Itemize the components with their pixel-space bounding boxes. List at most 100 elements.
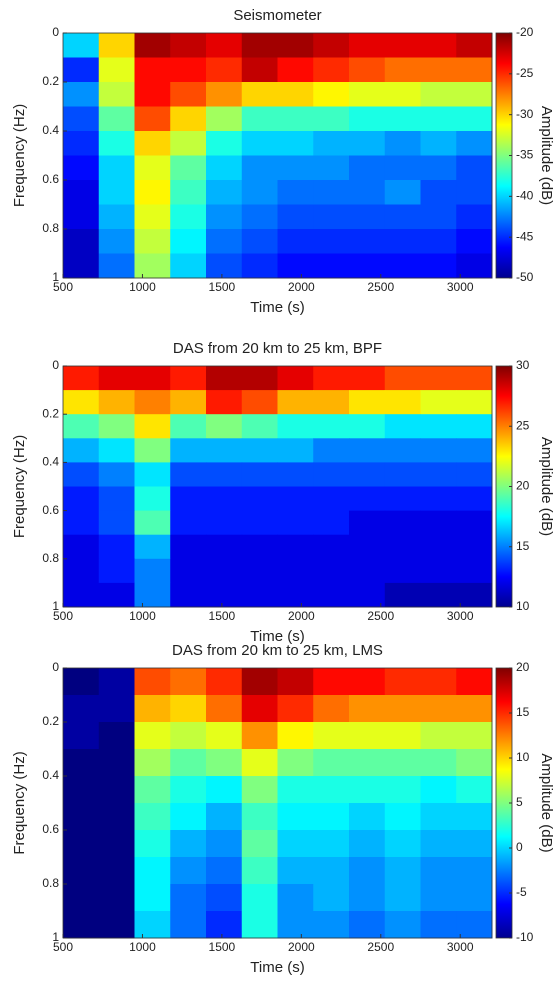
heat-cell xyxy=(420,106,457,132)
y-axis-label: Frequency (Hz) xyxy=(11,435,28,538)
heat-cell xyxy=(313,695,350,723)
heat-cell xyxy=(98,438,135,463)
heat-cell xyxy=(420,390,457,415)
heat-cell xyxy=(98,695,135,723)
heat-cell xyxy=(313,204,350,230)
heat-cell xyxy=(384,582,421,608)
colorbar-tick-label: 10 xyxy=(516,599,530,613)
heat-cell xyxy=(170,884,207,912)
heat-cell xyxy=(98,776,135,804)
heat-cell xyxy=(63,486,100,512)
heat-cell xyxy=(349,82,386,107)
heat-cell xyxy=(170,668,207,696)
heat-cell xyxy=(420,830,457,858)
heat-cell xyxy=(98,749,135,777)
heat-cell xyxy=(241,830,278,858)
heat-cell xyxy=(456,131,493,156)
heat-cell xyxy=(206,414,243,439)
heat-cell xyxy=(241,253,278,279)
heat-cell xyxy=(420,414,457,439)
heat-cell xyxy=(384,204,421,230)
heat-cell xyxy=(349,57,386,83)
heat-cell xyxy=(241,857,278,885)
x-tick-label: 500 xyxy=(53,609,73,623)
x-tick-label: 1000 xyxy=(129,609,156,623)
colorbar-label: Amplitude (dB) xyxy=(538,437,555,536)
heat-cell xyxy=(313,106,350,132)
heat-cell xyxy=(170,911,207,939)
y-tick-label: 0.6 xyxy=(42,503,59,517)
heat-cell xyxy=(456,204,493,230)
heat-cell xyxy=(241,695,278,723)
heat-cell xyxy=(313,414,350,439)
heat-cell xyxy=(277,82,314,107)
heat-cell xyxy=(206,749,243,777)
heat-cell xyxy=(170,486,207,512)
heat-cell xyxy=(384,229,421,254)
heat-cell xyxy=(349,695,386,723)
heat-cell xyxy=(456,695,493,723)
heat-cell xyxy=(241,803,278,831)
heat-cell xyxy=(384,33,421,58)
heat-cell xyxy=(170,582,207,608)
heat-cell xyxy=(384,749,421,777)
heat-cell xyxy=(277,390,314,415)
heat-cell xyxy=(241,366,278,391)
heat-cell xyxy=(456,253,493,279)
x-tick-label: 2000 xyxy=(288,280,315,294)
heat-cell xyxy=(241,582,278,608)
heat-cell xyxy=(98,229,135,254)
heat-cell xyxy=(456,534,493,560)
heat-cell xyxy=(277,534,314,560)
heat-cell xyxy=(63,204,100,230)
x-tick-label: 1000 xyxy=(129,940,156,954)
heat-cell xyxy=(456,911,493,939)
heat-cell xyxy=(313,668,350,696)
heat-cell xyxy=(98,204,135,230)
heat-cell xyxy=(63,229,100,254)
colorbar-tick-label: 25 xyxy=(516,418,530,432)
heat-cell xyxy=(241,33,278,58)
heat-cell xyxy=(98,462,135,487)
heat-cell xyxy=(349,204,386,230)
heat-cell xyxy=(134,82,171,107)
heat-cell xyxy=(456,229,493,254)
colorbar-tick-label: -20 xyxy=(516,25,534,39)
y-tick-label: 0 xyxy=(52,660,59,674)
heat-cell xyxy=(277,204,314,230)
heat-cell xyxy=(349,414,386,439)
heat-cell xyxy=(170,695,207,723)
heat-cell xyxy=(277,486,314,512)
heat-cell xyxy=(420,534,457,560)
heat-cell xyxy=(63,131,100,156)
heat-cell xyxy=(384,462,421,487)
heat-cell xyxy=(134,180,171,205)
heat-cell xyxy=(134,57,171,83)
heat-cell xyxy=(98,82,135,107)
heat-cell xyxy=(420,462,457,487)
heat-cell xyxy=(384,884,421,912)
heat-cell xyxy=(134,414,171,439)
colorbar-tick-label: -35 xyxy=(516,148,534,162)
heat-cell xyxy=(134,668,171,696)
heat-cell xyxy=(456,57,493,83)
heat-cell xyxy=(170,106,207,132)
heat-cell xyxy=(313,749,350,777)
heat-cell xyxy=(206,884,243,912)
heat-cell xyxy=(170,722,207,750)
y-axis-label: Frequency (Hz) xyxy=(11,104,28,207)
chart-title: Seismometer xyxy=(233,7,321,24)
heat-cell xyxy=(63,438,100,463)
x-tick-label: 2000 xyxy=(288,940,315,954)
heat-cell xyxy=(170,776,207,804)
colorbar-label: Amplitude (dB) xyxy=(538,106,555,205)
heat-cell xyxy=(384,695,421,723)
y-tick-label: 0.4 xyxy=(42,768,59,782)
heat-cell xyxy=(349,438,386,463)
heat-cell xyxy=(456,390,493,415)
x-tick-label: 3000 xyxy=(447,609,474,623)
heat-cell xyxy=(63,462,100,487)
heat-cell xyxy=(98,722,135,750)
colorbar-tick-label: -30 xyxy=(516,107,534,121)
heat-cell xyxy=(384,253,421,279)
